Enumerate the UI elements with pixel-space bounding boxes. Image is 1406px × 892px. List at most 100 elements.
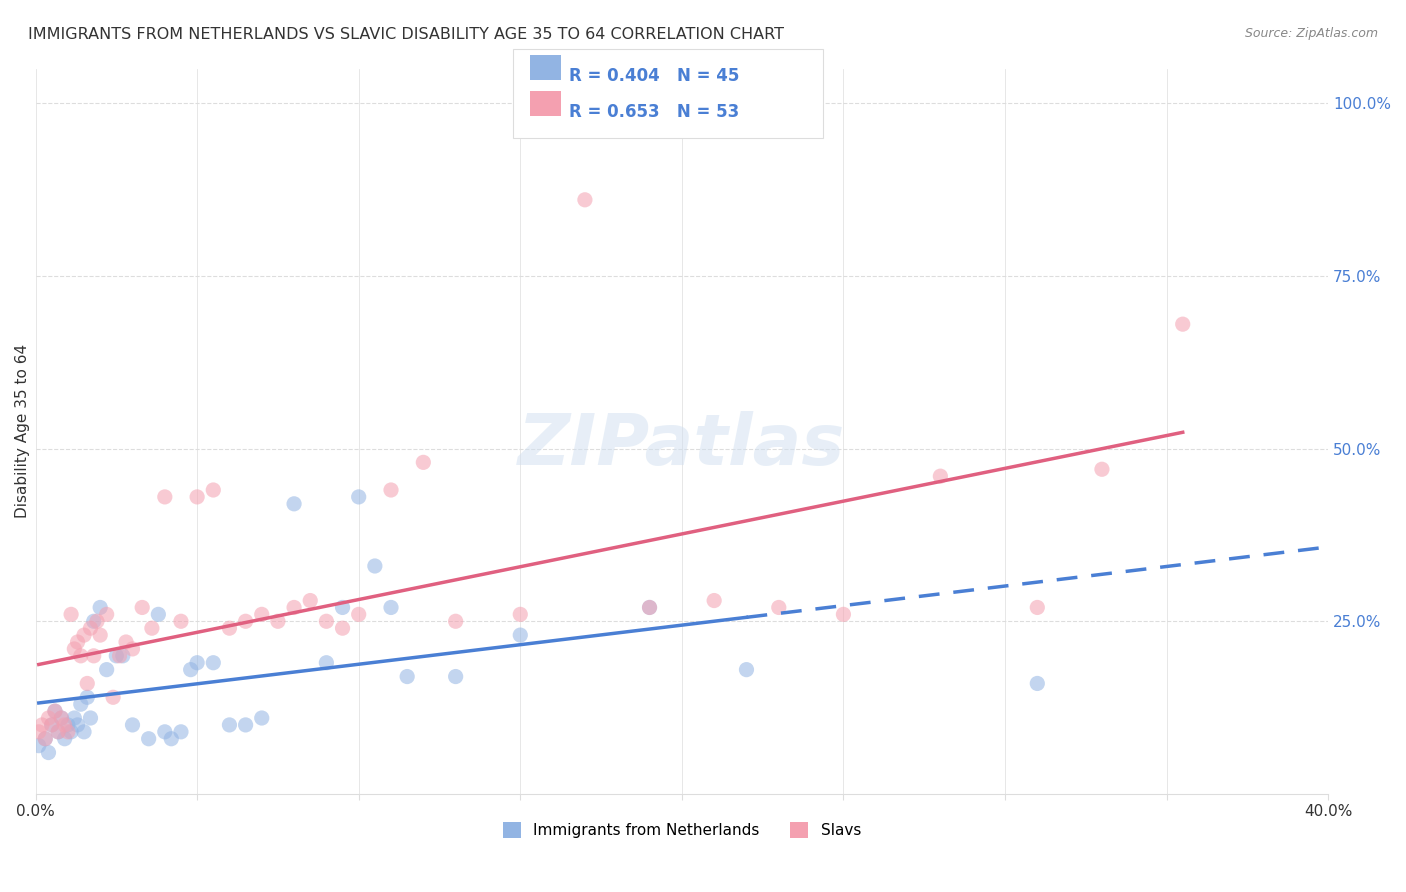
Slavs — [1171, 317, 1194, 331]
Immigrants from Netherlands — [396, 669, 419, 683]
Immigrants from Netherlands — [735, 663, 758, 677]
Slavs — [332, 621, 354, 635]
Immigrants from Netherlands — [83, 614, 105, 628]
Immigrants from Netherlands — [1026, 676, 1049, 690]
Slavs — [66, 635, 89, 649]
Slavs — [41, 718, 63, 732]
Immigrants from Netherlands — [69, 697, 91, 711]
Immigrants from Netherlands — [315, 656, 337, 670]
Slavs — [89, 628, 111, 642]
Immigrants from Netherlands — [73, 724, 96, 739]
Slavs — [170, 614, 193, 628]
Slavs — [202, 483, 225, 497]
Slavs — [31, 718, 53, 732]
Slavs — [509, 607, 531, 622]
Immigrants from Netherlands — [53, 731, 76, 746]
Slavs — [267, 614, 290, 628]
Text: Source: ZipAtlas.com: Source: ZipAtlas.com — [1244, 27, 1378, 40]
Immigrants from Netherlands — [41, 718, 63, 732]
Immigrants from Netherlands — [79, 711, 101, 725]
Slavs — [929, 469, 952, 483]
Immigrants from Netherlands — [96, 663, 118, 677]
Immigrants from Netherlands — [46, 724, 69, 739]
Immigrants from Netherlands — [364, 559, 387, 574]
Slavs — [73, 628, 96, 642]
Slavs — [1026, 600, 1049, 615]
Slavs — [444, 614, 467, 628]
Slavs — [56, 724, 79, 739]
Text: R = 0.653   N = 53: R = 0.653 N = 53 — [569, 103, 740, 120]
Slavs — [250, 607, 273, 622]
Slavs — [101, 690, 124, 705]
Slavs — [347, 607, 370, 622]
Immigrants from Netherlands — [235, 718, 257, 732]
Immigrants from Netherlands — [283, 497, 305, 511]
Slavs — [46, 724, 69, 739]
Slavs — [638, 600, 661, 615]
Slavs — [51, 711, 73, 725]
Slavs — [186, 490, 208, 504]
Slavs — [60, 607, 83, 622]
Slavs — [235, 614, 257, 628]
Immigrants from Netherlands — [509, 628, 531, 642]
Immigrants from Netherlands — [347, 490, 370, 504]
Immigrants from Netherlands — [180, 663, 202, 677]
Immigrants from Netherlands — [160, 731, 183, 746]
Slavs — [83, 648, 105, 663]
Immigrants from Netherlands — [202, 656, 225, 670]
Immigrants from Netherlands — [332, 600, 354, 615]
Slavs — [380, 483, 402, 497]
Slavs — [115, 635, 138, 649]
Slavs — [63, 641, 86, 656]
Immigrants from Netherlands — [380, 600, 402, 615]
Immigrants from Netherlands — [76, 690, 98, 705]
Immigrants from Netherlands — [186, 656, 208, 670]
Immigrants from Netherlands — [170, 724, 193, 739]
Slavs — [315, 614, 337, 628]
Immigrants from Netherlands — [51, 711, 73, 725]
Slavs — [86, 614, 108, 628]
Y-axis label: Disability Age 35 to 64: Disability Age 35 to 64 — [15, 344, 30, 518]
Legend: Immigrants from Netherlands, Slavs: Immigrants from Netherlands, Slavs — [496, 816, 868, 845]
Immigrants from Netherlands — [44, 704, 66, 718]
Slavs — [574, 193, 596, 207]
Immigrants from Netherlands — [638, 600, 661, 615]
Immigrants from Netherlands — [66, 718, 89, 732]
Immigrants from Netherlands — [89, 600, 111, 615]
Immigrants from Netherlands — [444, 669, 467, 683]
Immigrants from Netherlands — [111, 648, 134, 663]
Text: ZIPatlas: ZIPatlas — [519, 411, 845, 480]
Text: IMMIGRANTS FROM NETHERLANDS VS SLAVIC DISABILITY AGE 35 TO 64 CORRELATION CHART: IMMIGRANTS FROM NETHERLANDS VS SLAVIC DI… — [28, 27, 785, 42]
Slavs — [412, 455, 434, 469]
Slavs — [34, 731, 56, 746]
Immigrants from Netherlands — [138, 731, 160, 746]
Immigrants from Netherlands — [63, 711, 86, 725]
Immigrants from Netherlands — [28, 739, 51, 753]
Immigrants from Netherlands — [250, 711, 273, 725]
Slavs — [69, 648, 91, 663]
Slavs — [37, 711, 59, 725]
Immigrants from Netherlands — [37, 746, 59, 760]
Slavs — [832, 607, 855, 622]
Slavs — [218, 621, 240, 635]
Slavs — [131, 600, 153, 615]
Slavs — [53, 718, 76, 732]
Immigrants from Netherlands — [121, 718, 143, 732]
Slavs — [768, 600, 790, 615]
Immigrants from Netherlands — [153, 724, 176, 739]
Text: R = 0.404   N = 45: R = 0.404 N = 45 — [569, 67, 740, 85]
Immigrants from Netherlands — [56, 718, 79, 732]
Slavs — [299, 593, 322, 607]
Slavs — [703, 593, 725, 607]
Slavs — [96, 607, 118, 622]
Immigrants from Netherlands — [218, 718, 240, 732]
Slavs — [76, 676, 98, 690]
Slavs — [44, 704, 66, 718]
Slavs — [141, 621, 163, 635]
Immigrants from Netherlands — [148, 607, 170, 622]
Slavs — [283, 600, 305, 615]
Slavs — [1091, 462, 1114, 476]
Slavs — [121, 641, 143, 656]
Slavs — [28, 724, 51, 739]
Immigrants from Netherlands — [105, 648, 128, 663]
